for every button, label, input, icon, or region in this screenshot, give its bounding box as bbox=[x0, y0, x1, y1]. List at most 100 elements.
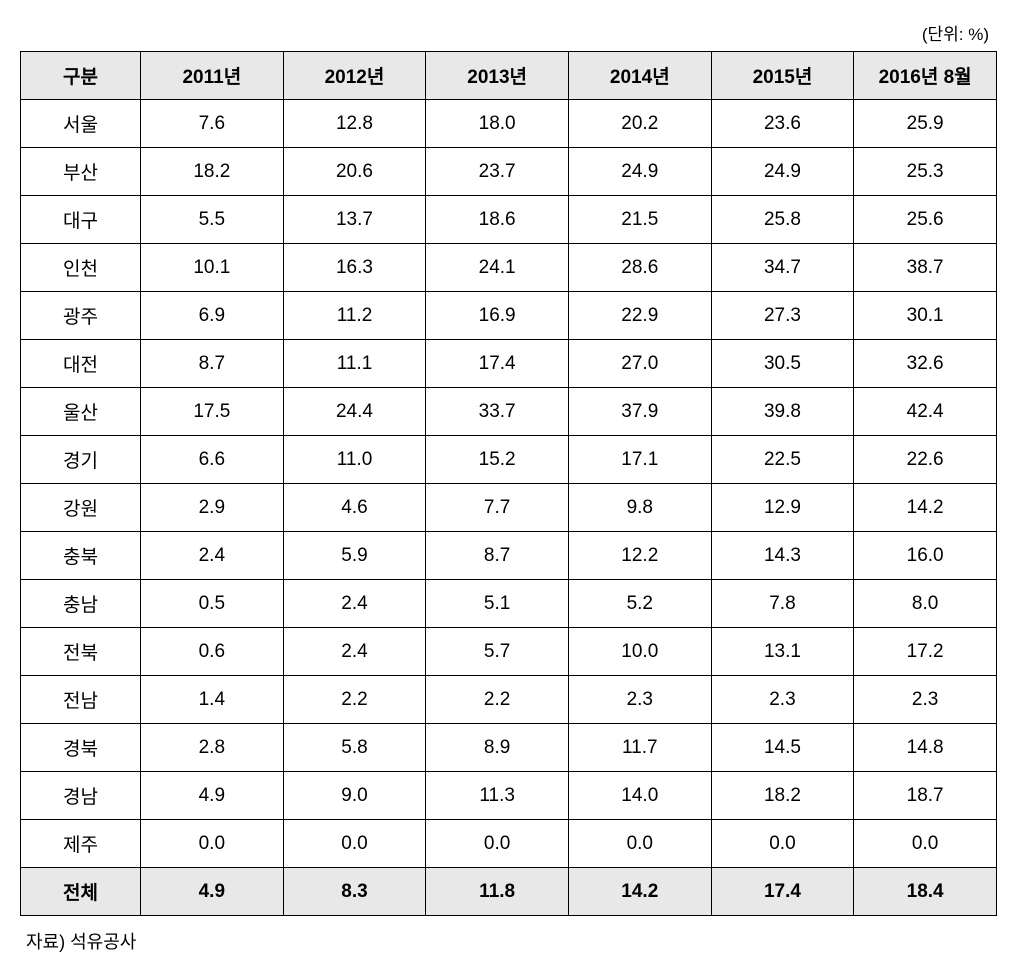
value-cell: 2.4 bbox=[283, 580, 426, 628]
table-row: 전남1.42.22.22.32.32.3 bbox=[21, 676, 997, 724]
value-cell: 11.1 bbox=[283, 340, 426, 388]
value-cell: 18.2 bbox=[141, 148, 284, 196]
value-cell: 22.5 bbox=[711, 436, 854, 484]
region-cell: 서울 bbox=[21, 100, 141, 148]
value-cell: 0.5 bbox=[141, 580, 284, 628]
table-row: 울산17.524.433.737.939.842.4 bbox=[21, 388, 997, 436]
total-value-cell: 8.3 bbox=[283, 868, 426, 916]
region-cell: 경남 bbox=[21, 772, 141, 820]
value-cell: 17.2 bbox=[854, 628, 997, 676]
value-cell: 33.7 bbox=[426, 388, 569, 436]
value-cell: 0.0 bbox=[426, 820, 569, 868]
value-cell: 2.9 bbox=[141, 484, 284, 532]
region-cell: 제주 bbox=[21, 820, 141, 868]
value-cell: 21.5 bbox=[568, 196, 711, 244]
value-cell: 8.7 bbox=[426, 532, 569, 580]
value-cell: 2.3 bbox=[854, 676, 997, 724]
value-cell: 25.6 bbox=[854, 196, 997, 244]
value-cell: 9.0 bbox=[283, 772, 426, 820]
value-cell: 17.5 bbox=[141, 388, 284, 436]
table-row: 경북2.85.88.911.714.514.8 bbox=[21, 724, 997, 772]
value-cell: 14.0 bbox=[568, 772, 711, 820]
value-cell: 2.3 bbox=[568, 676, 711, 724]
value-cell: 42.4 bbox=[854, 388, 997, 436]
value-cell: 7.6 bbox=[141, 100, 284, 148]
table-total-row: 전체4.98.311.814.217.418.4 bbox=[21, 868, 997, 916]
region-cell: 울산 bbox=[21, 388, 141, 436]
value-cell: 30.5 bbox=[711, 340, 854, 388]
region-cell: 광주 bbox=[21, 292, 141, 340]
table-row: 대구5.513.718.621.525.825.6 bbox=[21, 196, 997, 244]
table-header-row: 구분 2011년 2012년 2013년 2014년 2015년 2016년 8… bbox=[21, 52, 997, 100]
value-cell: 11.7 bbox=[568, 724, 711, 772]
value-cell: 0.6 bbox=[141, 628, 284, 676]
value-cell: 22.9 bbox=[568, 292, 711, 340]
value-cell: 37.9 bbox=[568, 388, 711, 436]
value-cell: 24.9 bbox=[568, 148, 711, 196]
total-value-cell: 4.9 bbox=[141, 868, 284, 916]
value-cell: 1.4 bbox=[141, 676, 284, 724]
value-cell: 11.0 bbox=[283, 436, 426, 484]
value-cell: 0.0 bbox=[568, 820, 711, 868]
value-cell: 2.2 bbox=[283, 676, 426, 724]
table-row: 충북2.45.98.712.214.316.0 bbox=[21, 532, 997, 580]
value-cell: 11.3 bbox=[426, 772, 569, 820]
header-year-2016: 2016년 8월 bbox=[854, 52, 997, 100]
value-cell: 0.0 bbox=[711, 820, 854, 868]
value-cell: 18.7 bbox=[854, 772, 997, 820]
value-cell: 0.0 bbox=[141, 820, 284, 868]
value-cell: 28.6 bbox=[568, 244, 711, 292]
value-cell: 4.6 bbox=[283, 484, 426, 532]
header-region: 구분 bbox=[21, 52, 141, 100]
value-cell: 14.2 bbox=[854, 484, 997, 532]
value-cell: 7.7 bbox=[426, 484, 569, 532]
table-row: 부산18.220.623.724.924.925.3 bbox=[21, 148, 997, 196]
header-year-2012: 2012년 bbox=[283, 52, 426, 100]
value-cell: 14.3 bbox=[711, 532, 854, 580]
region-cell: 강원 bbox=[21, 484, 141, 532]
value-cell: 20.2 bbox=[568, 100, 711, 148]
table-row: 경기6.611.015.217.122.522.6 bbox=[21, 436, 997, 484]
value-cell: 39.8 bbox=[711, 388, 854, 436]
value-cell: 30.1 bbox=[854, 292, 997, 340]
header-year-2015: 2015년 bbox=[711, 52, 854, 100]
table-row: 광주6.911.216.922.927.330.1 bbox=[21, 292, 997, 340]
value-cell: 7.8 bbox=[711, 580, 854, 628]
table-row: 인천10.116.324.128.634.738.7 bbox=[21, 244, 997, 292]
value-cell: 10.1 bbox=[141, 244, 284, 292]
value-cell: 2.8 bbox=[141, 724, 284, 772]
value-cell: 8.0 bbox=[854, 580, 997, 628]
value-cell: 0.0 bbox=[283, 820, 426, 868]
header-year-2011: 2011년 bbox=[141, 52, 284, 100]
total-value-cell: 17.4 bbox=[711, 868, 854, 916]
region-cell: 경북 bbox=[21, 724, 141, 772]
value-cell: 5.7 bbox=[426, 628, 569, 676]
table-row: 전북0.62.45.710.013.117.2 bbox=[21, 628, 997, 676]
value-cell: 27.3 bbox=[711, 292, 854, 340]
total-value-cell: 14.2 bbox=[568, 868, 711, 916]
value-cell: 17.4 bbox=[426, 340, 569, 388]
value-cell: 14.8 bbox=[854, 724, 997, 772]
unit-label: (단위: %) bbox=[20, 20, 997, 45]
value-cell: 22.6 bbox=[854, 436, 997, 484]
data-table: 구분 2011년 2012년 2013년 2014년 2015년 2016년 8… bbox=[20, 51, 997, 916]
value-cell: 25.8 bbox=[711, 196, 854, 244]
value-cell: 11.2 bbox=[283, 292, 426, 340]
total-value-cell: 18.4 bbox=[854, 868, 997, 916]
value-cell: 38.7 bbox=[854, 244, 997, 292]
table-row: 충남0.52.45.15.27.88.0 bbox=[21, 580, 997, 628]
header-year-2013: 2013년 bbox=[426, 52, 569, 100]
value-cell: 17.1 bbox=[568, 436, 711, 484]
table-row: 강원2.94.67.79.812.914.2 bbox=[21, 484, 997, 532]
value-cell: 6.6 bbox=[141, 436, 284, 484]
value-cell: 24.1 bbox=[426, 244, 569, 292]
value-cell: 12.8 bbox=[283, 100, 426, 148]
value-cell: 8.9 bbox=[426, 724, 569, 772]
value-cell: 34.7 bbox=[711, 244, 854, 292]
value-cell: 8.7 bbox=[141, 340, 284, 388]
value-cell: 5.1 bbox=[426, 580, 569, 628]
value-cell: 27.0 bbox=[568, 340, 711, 388]
region-cell: 전북 bbox=[21, 628, 141, 676]
value-cell: 16.9 bbox=[426, 292, 569, 340]
value-cell: 15.2 bbox=[426, 436, 569, 484]
